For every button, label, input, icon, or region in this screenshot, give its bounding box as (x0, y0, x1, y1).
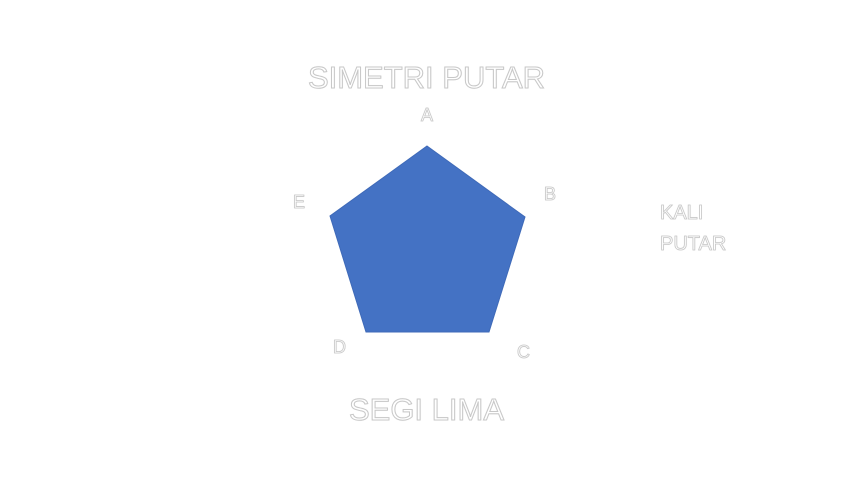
vertex-label-d: D (333, 337, 347, 357)
rotation-count-label: KALI PUTAR (660, 202, 727, 256)
diagram-title: SIMETRI PUTAR (307, 60, 546, 95)
vertex-label-b: B (544, 184, 557, 204)
vertex-label-e: E (293, 192, 306, 212)
vertex-label-a: A (421, 105, 434, 125)
shape-name: SEGI LIMA (348, 392, 505, 427)
pentagon-shape (329, 145, 526, 333)
vertex-label-c: C (517, 342, 531, 362)
